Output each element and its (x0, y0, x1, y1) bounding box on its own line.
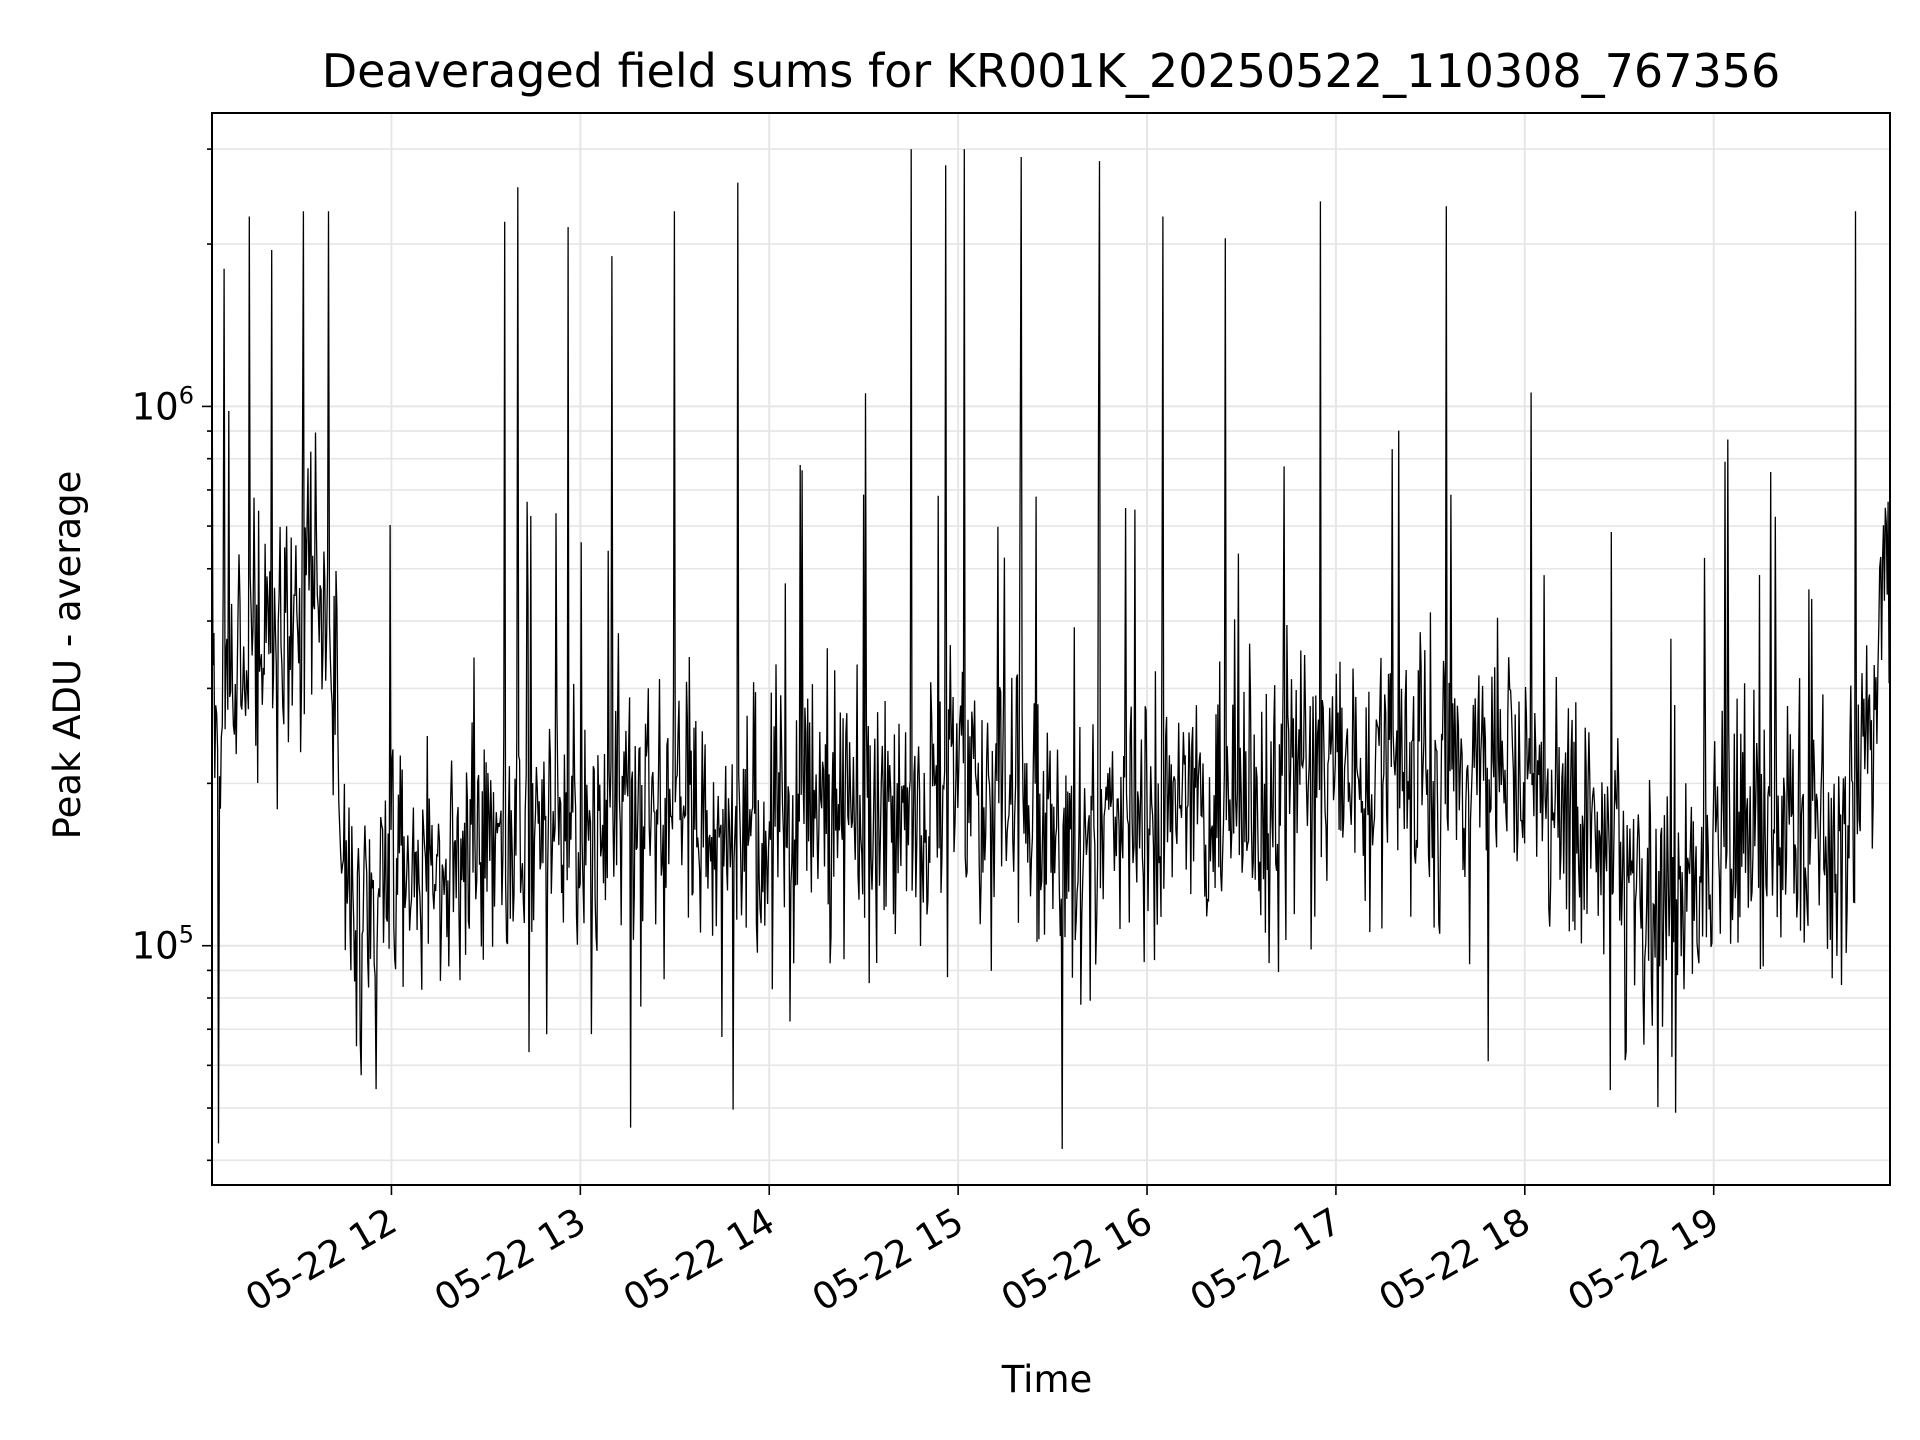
y-tick-base: 10 (132, 925, 179, 968)
y-tick-label: 106 (132, 381, 194, 428)
plot-frame (211, 112, 1891, 1186)
y-tick-exponent: 5 (179, 921, 194, 949)
chart-title: Deaveraged field sums for KR001K_2025052… (322, 44, 1781, 98)
y-tick-base: 10 (132, 385, 179, 428)
series-line (211, 149, 1891, 1149)
y-axis-label: Peak ADU - average (46, 471, 89, 840)
series-layer (211, 149, 1891, 1149)
grid-layer (212, 113, 1890, 1185)
y-tick-label: 105 (132, 921, 194, 968)
y-tick-exponent: 6 (179, 381, 194, 409)
x-axis-label: Time (1001, 1358, 1093, 1401)
